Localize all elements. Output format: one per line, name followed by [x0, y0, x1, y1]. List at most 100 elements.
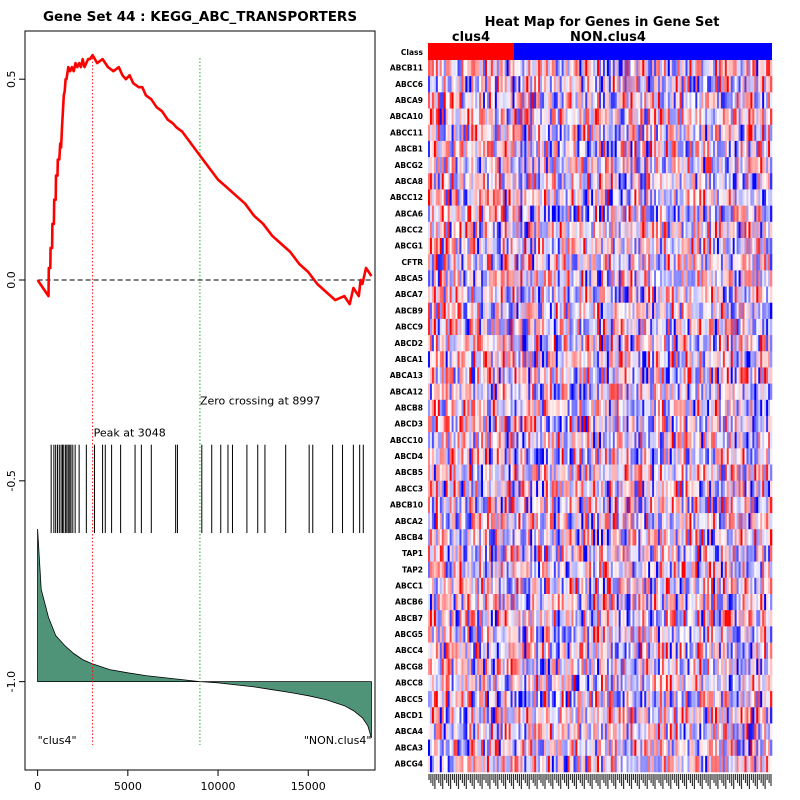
heatmap-cell — [648, 351, 651, 368]
heatmap-cell — [595, 124, 598, 142]
heatmap-cell — [770, 335, 773, 352]
heatmap-cell — [604, 76, 608, 93]
heatmap-cell — [671, 60, 675, 77]
heatmap-cell — [724, 157, 728, 174]
heatmap-cell — [573, 448, 576, 465]
heatmap-cell — [766, 189, 769, 206]
heatmap-cell — [661, 496, 665, 514]
heatmap-cell — [604, 221, 608, 239]
heatmap-cell — [512, 383, 515, 401]
heatmap-cell — [581, 140, 584, 158]
heatmap-cell — [526, 205, 529, 223]
heatmap-cell — [571, 157, 574, 174]
heatmap-cell — [756, 238, 759, 255]
heatmap-cell — [512, 108, 515, 126]
heatmap-cell — [730, 173, 733, 190]
heatmap-cell — [465, 238, 468, 255]
heatmap-cell — [551, 76, 555, 93]
heatmap-cell — [728, 496, 732, 514]
heatmap-cell — [610, 205, 614, 223]
heatmap-cell — [705, 464, 708, 482]
heatmap-cell — [516, 432, 519, 449]
heatmap-cell — [593, 480, 596, 498]
heatmap-cell — [561, 399, 564, 417]
heatmap-cell — [449, 496, 452, 514]
heatmap-cell — [581, 92, 584, 109]
heatmap-cell — [691, 157, 694, 174]
heatmap-cell — [494, 383, 498, 401]
heatmap-cell — [555, 302, 559, 320]
heatmap-cell — [510, 383, 513, 401]
heatmap-cell — [659, 254, 663, 271]
heatmap-cell — [671, 448, 675, 465]
heatmap-cell — [494, 124, 498, 142]
heatmap-cell — [636, 496, 639, 514]
heatmap-cell — [504, 448, 507, 465]
heatmap-cell — [561, 351, 564, 368]
heatmap-cell — [663, 124, 667, 142]
heatmap-cell — [634, 416, 637, 433]
heatmap-cell — [738, 60, 741, 77]
heatmap-cell — [563, 432, 566, 449]
heatmap-cell — [689, 286, 692, 304]
heatmap-cell — [563, 335, 566, 352]
heatmap-cell — [738, 108, 741, 126]
heatmap-cell — [754, 124, 757, 142]
heatmap-cell — [754, 173, 757, 190]
heatmap-cell — [758, 254, 761, 271]
heatmap-cell — [768, 221, 771, 239]
heatmap-cell — [756, 60, 759, 77]
heatmap-cell — [720, 286, 724, 304]
heatmap-cell — [557, 286, 561, 304]
heatmap-cell — [602, 140, 606, 158]
heatmap-cell — [650, 92, 653, 109]
heatmap-cell — [543, 432, 547, 449]
heatmap-cell — [502, 60, 505, 77]
heatmap-cell — [524, 221, 527, 239]
heatmap-cell — [555, 496, 559, 514]
heatmap-cell — [520, 351, 523, 368]
heatmap-cell — [640, 157, 643, 174]
heatmap-cell — [538, 480, 541, 498]
heatmap-cell — [622, 351, 625, 368]
heatmap-cell — [744, 416, 747, 433]
heatmap-cell — [532, 383, 535, 401]
heatmap-cell — [760, 221, 763, 239]
heatmap-cell — [465, 124, 468, 142]
heatmap-cell — [640, 221, 643, 239]
heatmap-cell — [646, 60, 649, 77]
heatmap-cell — [500, 254, 503, 271]
heatmap-cell — [579, 124, 582, 142]
heatmap-cell — [563, 60, 566, 77]
heatmap-cell — [616, 140, 619, 158]
heatmap-cell — [756, 189, 759, 206]
heatmap-cell — [748, 140, 751, 158]
heatmap-cell — [665, 286, 669, 304]
heatmap-cell — [697, 140, 700, 158]
heatmap-cell — [595, 92, 598, 109]
heatmap-cell — [540, 254, 543, 271]
heatmap-cell — [722, 189, 726, 206]
heatmap-cell — [652, 205, 655, 223]
heatmap-cell — [720, 157, 724, 174]
heatmap-cell — [439, 496, 443, 514]
heatmap-cell — [467, 157, 470, 174]
heatmap-cell — [616, 286, 619, 304]
heatmap-cell — [540, 383, 543, 401]
heatmap-cell — [547, 286, 551, 304]
heatmap-cell — [488, 270, 492, 287]
heatmap-cell — [593, 432, 596, 449]
heatmap-cell — [530, 205, 533, 223]
heatmap-cell — [428, 318, 431, 336]
heatmap-cell — [441, 173, 445, 190]
heatmap-cell — [640, 318, 643, 336]
heatmap-cell — [646, 302, 649, 320]
heatmap-cell — [726, 238, 730, 255]
heatmap-cell — [485, 448, 488, 465]
heatmap-cell — [524, 157, 527, 174]
heatmap-cell — [691, 205, 694, 223]
heatmap-cell — [665, 496, 669, 514]
heatmap-cell — [748, 496, 751, 514]
heatmap-cell — [573, 270, 576, 287]
heatmap-cell — [498, 157, 502, 174]
